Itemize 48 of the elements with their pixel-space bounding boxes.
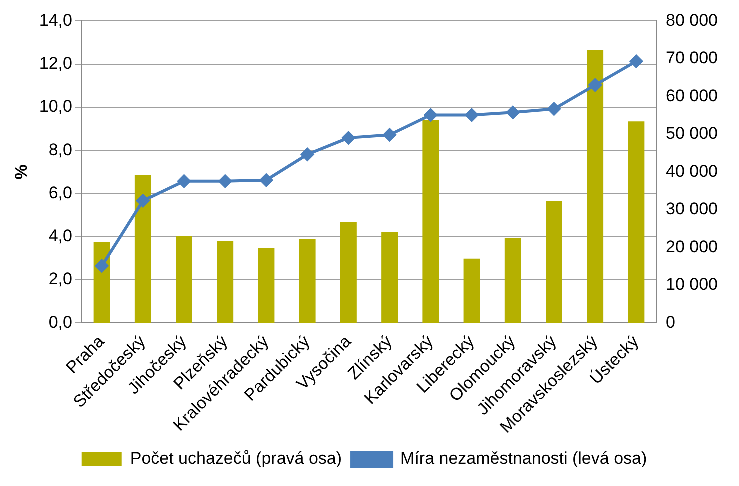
bar <box>422 120 440 324</box>
point <box>301 148 314 162</box>
y2-tick-label: 70 000 <box>666 48 718 68</box>
bar <box>299 239 316 324</box>
y2-tick-label: 40 000 <box>666 162 718 181</box>
y-tick-label: 14,0 <box>39 10 72 30</box>
y2-tick-label: 0 <box>666 312 676 332</box>
point <box>178 174 191 188</box>
bar <box>628 122 645 324</box>
y2-tick-label: 50 000 <box>666 124 718 144</box>
y2-tick-label: 60 000 <box>666 86 718 106</box>
point <box>506 106 520 120</box>
y-tick-label: 10,0 <box>39 97 72 116</box>
bar <box>94 242 110 324</box>
bar <box>340 222 357 324</box>
bar <box>382 232 398 324</box>
point <box>588 78 602 92</box>
bar <box>217 242 234 324</box>
bar <box>587 50 604 324</box>
bar <box>134 175 152 324</box>
y-tick-label: 12,0 <box>39 54 72 74</box>
y2-tick-label: 10 000 <box>666 275 718 294</box>
legend-label: Míra nezaměstnanosti (levá osa) <box>400 449 648 468</box>
y-tick-label: 6,0 <box>48 183 72 202</box>
point <box>218 174 232 188</box>
bar <box>546 201 562 324</box>
point <box>630 55 643 68</box>
y2-tick-label: 80 000 <box>666 10 718 30</box>
point <box>424 108 438 122</box>
point <box>466 108 479 122</box>
legend-label: Počet uchazečů (pravá osa) <box>130 449 342 468</box>
bar <box>258 248 275 324</box>
point <box>136 194 150 208</box>
y-tick-label: 8,0 <box>48 140 72 160</box>
bar <box>176 236 192 324</box>
y-tick-label: 0,0 <box>48 312 72 332</box>
point <box>383 128 396 142</box>
y-tick-label: 2,0 <box>48 270 72 289</box>
y2-tick-label: 30 000 <box>666 200 718 219</box>
point <box>96 260 109 273</box>
y-axis-title: % <box>12 164 31 180</box>
point <box>342 132 356 145</box>
y2-tick-label: 20 000 <box>666 237 718 256</box>
bar <box>464 258 480 324</box>
bar <box>504 238 522 324</box>
y-tick-label: 4,0 <box>48 226 72 246</box>
point <box>260 174 273 187</box>
point <box>548 102 561 116</box>
